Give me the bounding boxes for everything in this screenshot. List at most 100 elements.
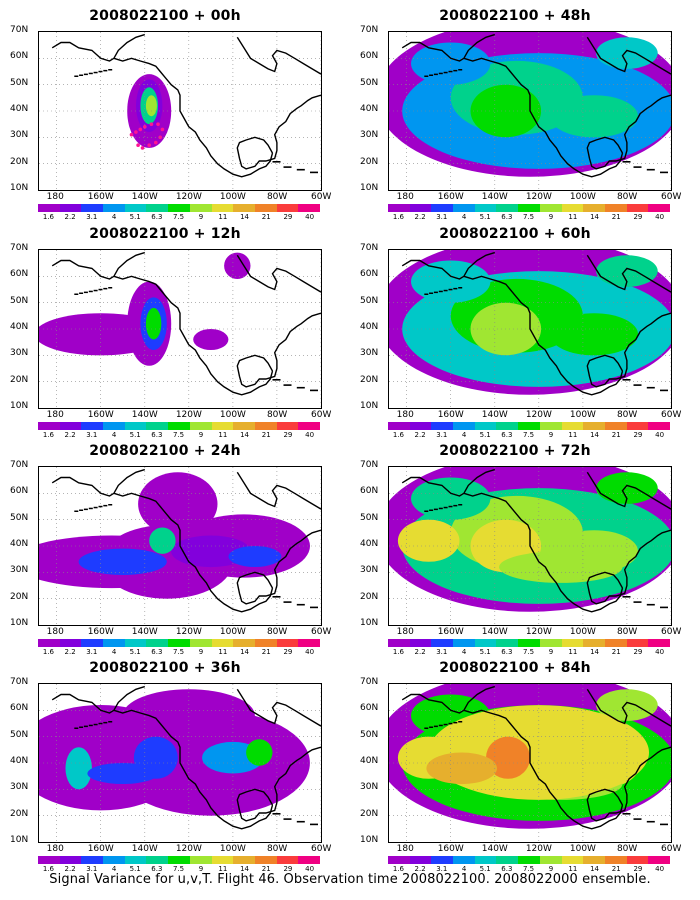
colorbar-label: 3.1	[86, 213, 98, 221]
colorbar-swatch	[38, 639, 60, 647]
colorbar-swatch	[276, 856, 299, 864]
panel-title: 2008022100 + 84h	[439, 660, 591, 676]
colorbar-swatch	[409, 856, 432, 864]
longitude-label: 120W	[175, 192, 202, 202]
latitude-label: 40N	[10, 104, 29, 114]
colorbar-label: 29	[283, 431, 293, 439]
island	[283, 601, 292, 603]
variance-contour-map	[389, 684, 671, 842]
island	[296, 603, 305, 606]
colorbar-label: 1.6	[392, 213, 404, 221]
island	[433, 73, 438, 76]
colorbar-swatch	[409, 204, 432, 212]
latitude-label: 70N	[360, 243, 379, 253]
island	[429, 726, 434, 728]
latitude-label: 60N	[360, 269, 379, 280]
colorbar-swatch	[103, 422, 125, 430]
island	[433, 291, 438, 294]
latitude-label: 70N	[10, 677, 29, 687]
colorbar-label: 7.5	[173, 431, 185, 439]
colorbar-label: 3.1	[86, 648, 98, 656]
variance-region	[426, 752, 497, 785]
variance-region	[145, 307, 162, 340]
coastline	[113, 709, 274, 830]
colorbar-swatch	[388, 204, 410, 212]
latitude-label: 50N	[10, 77, 29, 88]
island	[296, 168, 305, 171]
variance-region	[596, 689, 658, 721]
island	[310, 171, 318, 174]
latitude-label: 60N	[10, 51, 29, 62]
colorbar-label: 4	[111, 431, 117, 439]
colorbar-label: 29	[283, 648, 293, 656]
colorbar-label: 5.1	[129, 213, 141, 221]
colorbar	[38, 422, 320, 430]
coastline	[51, 251, 146, 280]
colorbar-label: 3.1	[86, 431, 98, 439]
longitude-label: 100W	[569, 410, 596, 420]
latitude-label: 60N	[10, 269, 29, 280]
longitude-label: 180	[396, 192, 414, 202]
latitude-label: 20N	[10, 374, 29, 385]
colorbar-label: 1.6	[42, 648, 54, 656]
longitude-label: 100W	[219, 844, 246, 854]
latitude-label: 70N	[360, 25, 379, 35]
colorbar-swatch	[583, 856, 605, 864]
colorbar-label: 5.1	[129, 648, 141, 656]
island	[429, 509, 434, 511]
colorbar-swatch	[254, 856, 277, 864]
island	[424, 293, 429, 295]
island	[98, 288, 103, 291]
colorbar-label: 9	[548, 865, 554, 873]
colorbar	[38, 204, 320, 212]
variance-region	[499, 551, 623, 583]
latitude-label: 10N	[360, 401, 379, 411]
colorbar-label: 2.2	[64, 648, 76, 656]
map-plot	[38, 31, 322, 191]
colorbar-swatch	[496, 856, 519, 864]
colorbar-swatch	[496, 639, 519, 647]
coastline	[463, 492, 624, 613]
longitude-label: 100W	[219, 627, 246, 637]
colorbar-swatch	[518, 204, 540, 212]
colorbar-swatch	[124, 856, 147, 864]
latitude-label: 20N	[360, 808, 379, 819]
island	[429, 74, 434, 76]
island	[646, 603, 655, 606]
coastline	[586, 254, 671, 293]
coastline	[586, 94, 671, 170]
colorbar-label: 4	[461, 648, 467, 656]
colorbar-swatch	[168, 422, 190, 430]
coastline	[113, 275, 274, 396]
island	[622, 596, 631, 598]
colorbar-label: 7.5	[523, 213, 535, 221]
latitude-label: 30N	[10, 348, 29, 359]
colorbar-label: 29	[633, 865, 643, 873]
panel-title: 2008022100 + 60h	[439, 226, 591, 242]
colorbar-label: 7.5	[523, 648, 535, 656]
colorbar-swatch	[298, 639, 320, 647]
colorbar-swatch	[431, 856, 454, 864]
observation-point	[140, 146, 145, 150]
observation-point	[147, 143, 151, 147]
coastline	[236, 312, 321, 388]
coastline	[401, 685, 496, 714]
island	[108, 721, 113, 723]
variance-region	[596, 37, 658, 69]
island	[88, 724, 93, 727]
latitude-label: 50N	[360, 729, 379, 740]
variance-region	[193, 329, 229, 350]
colorbar-swatch	[276, 204, 299, 212]
colorbar-label: 14	[240, 648, 249, 656]
latitude-label: 50N	[10, 729, 29, 740]
longitude-label: 80W	[616, 192, 638, 202]
latitude-label: 50N	[10, 295, 29, 306]
variance-contour-map	[39, 684, 321, 842]
longitude-label: 60W	[661, 844, 682, 854]
colorbar-label: 11	[568, 865, 578, 873]
panel-24h: 2008022100 + 24h 70N 60N 50N 40N 30N 20N 10N 180…	[0, 443, 331, 656]
island	[453, 504, 458, 507]
coastline	[586, 746, 671, 822]
coastline	[113, 57, 274, 178]
colorbar-label: 11	[568, 213, 578, 221]
